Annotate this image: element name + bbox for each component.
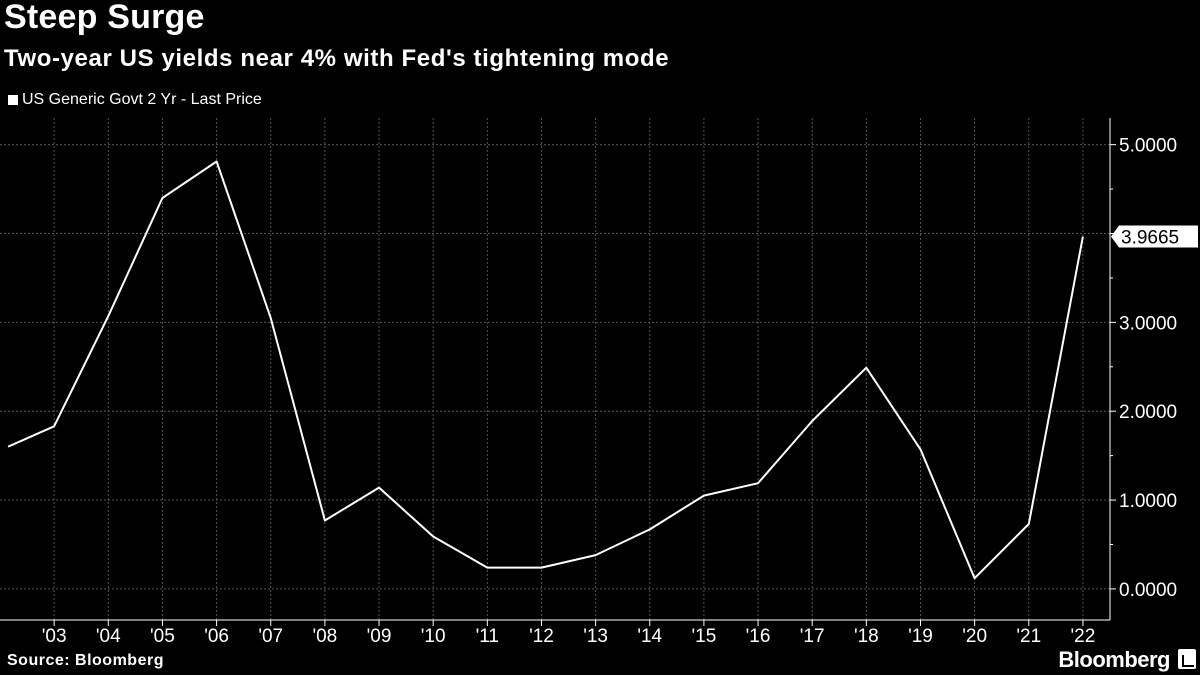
x-tick-label: '13 bbox=[583, 626, 608, 647]
x-tick-label: '04 bbox=[96, 626, 121, 647]
chart-subtitle: Two-year US yields near 4% with Fed's ti… bbox=[4, 45, 670, 72]
x-tick-label: '07 bbox=[258, 626, 283, 647]
last-value-flag bbox=[1111, 225, 1198, 248]
y-tick-label: 0.0000 bbox=[1119, 580, 1177, 601]
x-tick-label: '17 bbox=[800, 626, 825, 647]
source-note: Source: Bloomberg bbox=[7, 652, 164, 669]
x-tick-label: '09 bbox=[367, 626, 392, 647]
x-tick-label: '14 bbox=[637, 626, 662, 647]
x-tick-label: '10 bbox=[421, 626, 446, 647]
x-tick-label: '12 bbox=[529, 626, 554, 647]
brand-logo: Bloomberg bbox=[1058, 647, 1170, 672]
y-tick-label: 5.0000 bbox=[1119, 136, 1177, 157]
x-tick-label: '05 bbox=[150, 626, 175, 647]
x-tick-label: '22 bbox=[1071, 626, 1096, 647]
legend-swatch bbox=[8, 95, 18, 105]
x-tick-label: '03 bbox=[42, 626, 67, 647]
x-tick-label: '20 bbox=[962, 626, 987, 647]
y-tick-label: 1.0000 bbox=[1119, 491, 1177, 512]
x-tick-label: '21 bbox=[1016, 626, 1041, 647]
x-tick-label: '18 bbox=[854, 626, 879, 647]
legend: US Generic Govt 2 Yr - Last Price bbox=[8, 91, 262, 109]
series-line bbox=[7, 160, 1084, 580]
chart-title: Steep Surge bbox=[4, 0, 205, 36]
x-tick-label: '06 bbox=[204, 626, 229, 647]
last-value-label: 3.9665 bbox=[1121, 227, 1179, 248]
x-tick-label: '08 bbox=[312, 626, 337, 647]
x-tick-label: '19 bbox=[908, 626, 933, 647]
x-tick-label: '15 bbox=[692, 626, 717, 647]
y-tick-label: 3.0000 bbox=[1119, 313, 1177, 334]
legend-label: US Generic Govt 2 Yr - Last Price bbox=[22, 91, 262, 108]
x-tick-label: '11 bbox=[476, 626, 499, 647]
bloomberg-chart-icon bbox=[1178, 649, 1196, 669]
x-tick-label: '16 bbox=[746, 626, 771, 647]
y-tick-label: 2.0000 bbox=[1119, 402, 1177, 423]
